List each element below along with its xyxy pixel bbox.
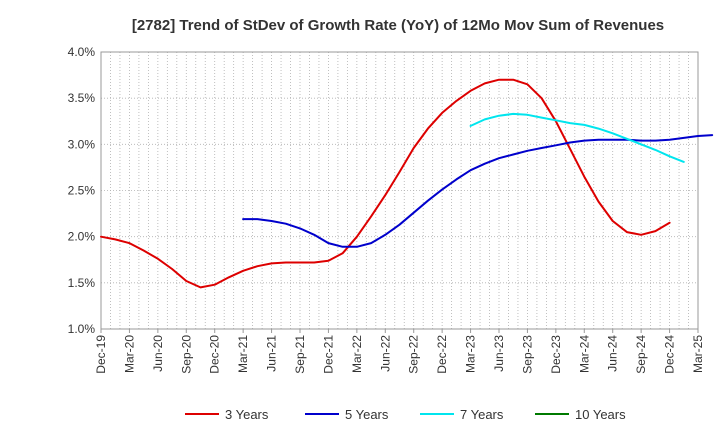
legend-label: 7 Years [460,407,504,422]
legend-label: 5 Years [345,407,389,422]
series-line-7-years [469,112,685,163]
y-axis-ticks: 1.0% 1.5% 2.0% 2.5% 3.0% 3.5% 4.0% [68,45,96,336]
y-tick-label: 2.0% [68,230,96,244]
x-tick-label: Sep-23 [520,335,534,374]
x-tick-label: Sep-24 [634,335,648,374]
x-tick-label: Dec-20 [208,335,222,374]
y-tick-label: 3.0% [68,137,96,151]
x-tick-label: Dec-21 [321,335,335,374]
chart-title: [2782] Trend of StDev of Growth Rate (Yo… [132,17,664,34]
plot-frame [100,51,699,330]
x-tick-label: Jun-22 [378,335,392,372]
legend-label: 3 Years [225,407,269,422]
x-tick-label: Sep-20 [179,335,193,374]
series-lines [100,78,714,289]
x-tick-label: Mar-24 [577,335,591,373]
x-tick-label: Mar-20 [122,335,136,373]
legend-label: 10 Years [575,407,626,422]
x-tick-label: Mar-23 [464,335,478,373]
y-tick-label: 2.5% [68,184,96,198]
x-tick-label: Jun-23 [492,335,506,372]
x-tick-label: Jun-24 [606,335,620,372]
x-tick-label: Dec-19 [94,335,108,374]
y-tick-label: 3.5% [68,91,96,105]
x-tick-label: Mar-21 [236,335,250,373]
x-tick-label: Dec-23 [549,335,563,374]
x-tick-label: Jun-21 [265,335,279,372]
series-line-3-years [100,78,671,289]
legend: 3 Years 5 Years 7 Years 10 Years [185,407,626,422]
series-line-5-years [242,134,714,248]
x-tick-label: Sep-21 [293,335,307,374]
x-tick-label: Dec-22 [435,335,449,374]
x-tick-label: Dec-24 [663,335,677,374]
y-tick-label: 4.0% [68,45,96,59]
x-tick-label: Mar-22 [350,335,364,373]
x-tick-label: Mar-25 [691,335,705,373]
x-axis-ticks: Dec-19 Mar-20 Jun-20 Sep-20 Dec-20 Mar-21 Jun-… [94,329,705,374]
y-tick-label: 1.5% [68,276,96,290]
x-tick-label: Sep-22 [407,335,421,374]
x-tick-label: Jun-20 [151,335,165,372]
y-tick-label: 1.0% [68,322,96,336]
grid [101,52,698,329]
